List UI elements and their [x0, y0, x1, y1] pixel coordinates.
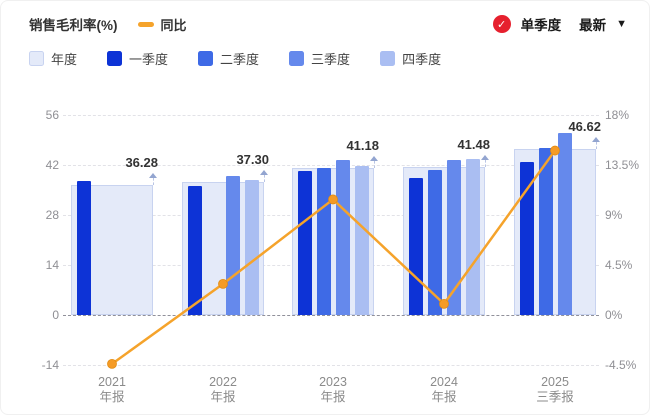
- legend-swatch-icon: [198, 51, 214, 66]
- legend-item-2[interactable]: 二季度: [198, 49, 259, 68]
- check-circle-icon[interactable]: ✓: [492, 15, 511, 33]
- header-controls: ✓ 单季度 最新 ▼: [492, 14, 627, 34]
- legend-item-0[interactable]: 年度: [29, 49, 77, 68]
- quarter-bar-2022-q1[interactable]: [187, 186, 202, 315]
- left-axis-tick: -14: [41, 358, 59, 372]
- gridline-56: [63, 115, 599, 116]
- quarter-bar-2024-q4[interactable]: [465, 158, 480, 315]
- callout-connector: [485, 159, 486, 167]
- quarter-bar-2023-q4[interactable]: [354, 166, 369, 315]
- quarter-bar-2024-q2[interactable]: [427, 170, 442, 315]
- right-axis-tick: 4.5%: [605, 258, 633, 272]
- quarter-bar-2024-q3[interactable]: [446, 159, 461, 315]
- x-axis-label-2025: 2025 三季报: [536, 375, 574, 404]
- callout-arrow-icon: [592, 136, 600, 142]
- quarter-bar-2022-q4[interactable]: [244, 180, 259, 315]
- legend-label: 二季度: [220, 52, 260, 67]
- quarter-bar-2022-q3[interactable]: [225, 175, 240, 315]
- quarter-bar-2023-q2[interactable]: [316, 167, 331, 315]
- right-axis-tick: -4.5%: [605, 358, 637, 372]
- legend-label: 一季度: [129, 52, 169, 67]
- legend-item-4[interactable]: 四季度: [380, 49, 441, 68]
- callout-arrow-icon: [370, 155, 378, 161]
- legend-swatch-icon: [380, 51, 396, 66]
- legend-swatch-icon: [107, 51, 123, 66]
- x-axis-label-2024: 2024 年报: [430, 375, 458, 404]
- legend-label: 四季度: [402, 52, 442, 67]
- callout-connector: [596, 141, 597, 149]
- quarter-bar-2024-q1[interactable]: [408, 177, 423, 315]
- annual-value-label: 46.62: [568, 118, 601, 134]
- left-axis-tick: 14: [45, 258, 59, 272]
- quarter-bar-2023-q1[interactable]: [297, 171, 312, 315]
- callout-arrow-icon: [260, 169, 268, 175]
- quarter-bar-2025-q2[interactable]: [538, 148, 553, 315]
- callout-connector: [153, 178, 154, 186]
- annual-value-label: 41.48: [457, 136, 490, 152]
- x-axis-label-2022: 2022 年报: [209, 375, 237, 404]
- legend-label: 年度: [51, 52, 78, 67]
- callout-arrow-icon: [149, 173, 157, 179]
- quarter-bar-2025-q3[interactable]: [557, 132, 572, 315]
- left-axis-tick: 28: [45, 208, 59, 222]
- right-axis-tick: 18%: [605, 108, 630, 122]
- callout-connector: [264, 174, 265, 182]
- yoy-point-2021[interactable]: [107, 358, 117, 369]
- x-axis-label-2021: 2021 年报: [98, 375, 126, 404]
- left-axis-tick: 56: [45, 108, 59, 122]
- yoy-line-label: 同比: [160, 17, 187, 33]
- quarter-bar-2025-q1[interactable]: [519, 161, 534, 315]
- chart-header: 销售毛利率(%) 同比 ✓ 单季度 最新 ▼: [29, 13, 627, 35]
- gridline--14: [63, 365, 599, 366]
- callout-arrow-icon: [481, 154, 489, 160]
- right-axis-tick: 13.5%: [605, 158, 640, 172]
- left-axis-tick: 0: [52, 308, 59, 322]
- right-axis-tick: 9%: [605, 208, 623, 222]
- series-legend: 年度 一季度 二季度 三季度 四季度: [29, 49, 441, 68]
- left-axis-tick: 42: [45, 158, 59, 172]
- single-quarter-toggle[interactable]: 单季度: [520, 18, 562, 33]
- quarter-bar-2021-q1[interactable]: [76, 181, 91, 315]
- gridline-0: [63, 315, 599, 316]
- chart-title: 销售毛利率(%): [29, 18, 118, 33]
- right-axis-tick: 0%: [605, 308, 623, 322]
- legend-item-1[interactable]: 一季度: [107, 49, 168, 68]
- legend-swatch-icon: [289, 51, 305, 66]
- annual-value-label: 41.18: [346, 137, 379, 153]
- annual-value-label: 36.28: [125, 155, 158, 171]
- legend-swatch-icon: [29, 51, 44, 66]
- annual-value-label: 37.30: [236, 151, 269, 167]
- legend-label: 三季度: [311, 52, 351, 67]
- chevron-down-icon[interactable]: ▼: [616, 17, 627, 30]
- yoy-line-legend[interactable]: 同比: [137, 15, 187, 34]
- quarter-bar-2023-q3[interactable]: [335, 160, 350, 315]
- x-axis-label-2023: 2023 年报: [319, 375, 347, 404]
- callout-connector: [374, 160, 375, 168]
- latest-dropdown-label[interactable]: 最新: [579, 18, 607, 33]
- yoy-line-swatch-icon: [137, 21, 154, 27]
- legend-item-3[interactable]: 三季度: [289, 49, 350, 68]
